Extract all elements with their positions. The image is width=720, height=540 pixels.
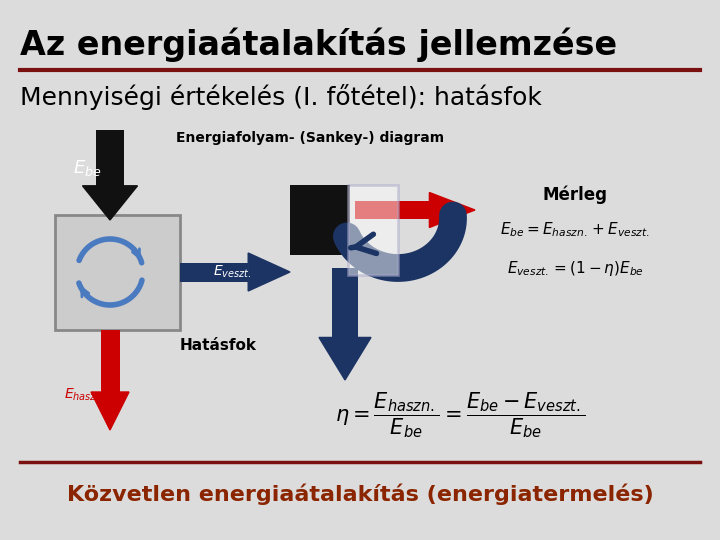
Text: $E_{be}=E_{haszn.}+E_{veszt.}$: $E_{be}=E_{haszn.}+E_{veszt.}$ [500,221,650,239]
Bar [290,185,350,255]
Text: $\eta = \dfrac{E_{haszn.}}{E_{be}} = \dfrac{E_{be} - E_{veszt.}}{E_{be}}$: $\eta = \dfrac{E_{haszn.}}{E_{be}} = \df… [335,390,585,440]
Polygon shape [91,392,129,430]
Text: Mennyiségi értékelés (I. főtétel): hatásfok: Mennyiségi értékelés (I. főtétel): hatás… [20,84,542,110]
Text: $E_{haszn.}$: $E_{haszn.}$ [64,387,106,403]
Text: Közvetlen energiaátalakítás (energiatermelés): Közvetlen energiaátalakítás (energiaterm… [67,483,653,505]
Text: $E_{veszt.}$: $E_{veszt.}$ [213,264,251,280]
Polygon shape [248,253,290,291]
Text: Hatásfok: Hatásfok [179,338,256,353]
Bar [332,268,358,338]
Bar [96,130,124,186]
Polygon shape [429,192,475,227]
Polygon shape [83,186,138,220]
Bar [180,262,248,281]
Text: $E_{veszt.}=(1-\eta)E_{be}$: $E_{veszt.}=(1-\eta)E_{be}$ [506,259,644,278]
Text: $E_{be}$: $E_{be}$ [73,158,102,178]
Text: Mérleg: Mérleg [542,186,608,204]
Text: Energiafolyam- (Sankey-) diagram: Energiafolyam- (Sankey-) diagram [176,131,444,145]
Text: Az energiaátalakítás jellemzése: Az energiaátalakítás jellemzése [20,28,617,62]
Polygon shape [319,338,371,380]
Bar [101,330,120,392]
Bar [348,185,398,275]
Bar [355,201,429,219]
Bar [55,215,180,330]
